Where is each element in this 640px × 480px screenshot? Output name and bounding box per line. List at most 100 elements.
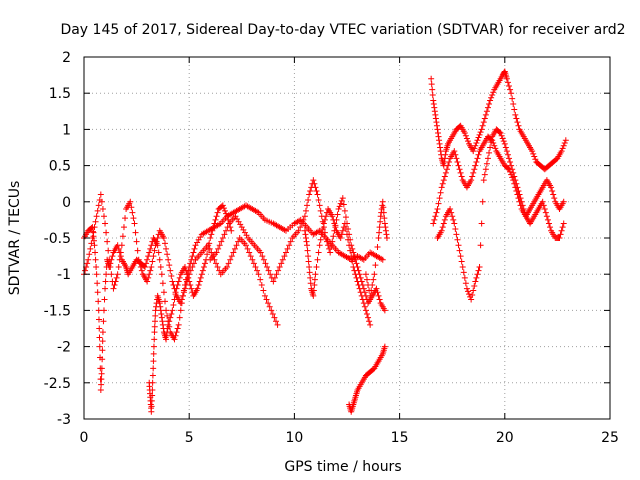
data-point bbox=[453, 155, 460, 162]
data-point bbox=[441, 216, 448, 223]
data-point bbox=[243, 232, 250, 239]
data-point bbox=[451, 148, 458, 155]
series-track-10 bbox=[434, 126, 567, 303]
data-point bbox=[105, 247, 112, 254]
data-point bbox=[145, 274, 152, 281]
data-point bbox=[489, 92, 496, 99]
data-point bbox=[557, 231, 564, 238]
data-point bbox=[472, 278, 479, 285]
data-point bbox=[342, 214, 349, 221]
data-point bbox=[341, 207, 348, 214]
data-point bbox=[459, 263, 466, 270]
data-point bbox=[196, 278, 203, 285]
y-tick-label: 1.5 bbox=[49, 86, 71, 102]
data-point bbox=[510, 169, 517, 176]
data-point bbox=[362, 271, 369, 278]
data-point bbox=[472, 162, 479, 169]
data-point bbox=[319, 225, 326, 232]
data-point bbox=[363, 276, 370, 283]
data-point bbox=[240, 226, 247, 233]
data-point bbox=[97, 387, 104, 394]
data-point bbox=[262, 260, 269, 267]
data-point bbox=[374, 289, 381, 296]
data-point bbox=[316, 202, 323, 209]
data-point bbox=[514, 119, 521, 126]
data-point bbox=[207, 235, 214, 241]
data-point bbox=[463, 135, 470, 142]
data-point bbox=[381, 307, 388, 314]
data-point bbox=[130, 215, 137, 222]
data-point bbox=[503, 148, 510, 155]
data-point bbox=[86, 251, 93, 258]
data-point bbox=[487, 97, 494, 104]
data-point bbox=[329, 238, 336, 245]
data-point bbox=[376, 296, 383, 303]
data-point bbox=[91, 242, 98, 249]
data-point bbox=[113, 274, 120, 281]
data-point bbox=[379, 198, 386, 205]
data-point bbox=[152, 312, 159, 319]
data-point bbox=[491, 142, 498, 149]
data-point bbox=[435, 200, 442, 207]
data-point bbox=[189, 253, 196, 260]
data-point bbox=[362, 307, 369, 314]
data-point bbox=[443, 166, 450, 173]
data-point bbox=[137, 263, 144, 270]
data-point bbox=[367, 321, 374, 328]
data-point bbox=[162, 240, 169, 247]
data-point bbox=[337, 235, 344, 241]
data-point bbox=[367, 292, 374, 299]
data-point bbox=[558, 227, 565, 234]
series-track-5 bbox=[301, 206, 374, 328]
data-point bbox=[230, 249, 237, 256]
data-point bbox=[99, 338, 106, 345]
data-point bbox=[129, 209, 136, 216]
data-point bbox=[165, 321, 172, 328]
data-point bbox=[329, 213, 336, 220]
data-point bbox=[306, 191, 313, 198]
data-point bbox=[120, 224, 127, 231]
data-point bbox=[327, 249, 334, 256]
data-point bbox=[560, 198, 567, 205]
data-point bbox=[321, 229, 328, 236]
data-point bbox=[128, 204, 135, 211]
data-point bbox=[311, 282, 318, 289]
data-point bbox=[440, 220, 447, 227]
data-point bbox=[429, 86, 436, 93]
data-point bbox=[219, 202, 226, 209]
data-point bbox=[164, 251, 171, 258]
data-point bbox=[231, 245, 238, 252]
data-point bbox=[183, 267, 190, 274]
data-point bbox=[305, 196, 312, 203]
data-point bbox=[316, 242, 323, 249]
data-point bbox=[559, 145, 566, 152]
data-point bbox=[157, 263, 164, 270]
data-point bbox=[99, 329, 106, 336]
data-point bbox=[496, 129, 503, 136]
data-point bbox=[156, 300, 163, 307]
data-point bbox=[166, 262, 173, 269]
data-point bbox=[260, 256, 267, 263]
data-point bbox=[435, 133, 442, 140]
data-point bbox=[221, 231, 228, 238]
x-tick-label: 10 bbox=[285, 430, 303, 446]
data-point bbox=[116, 256, 123, 263]
data-point bbox=[169, 278, 176, 285]
y-tick-label: 0 bbox=[62, 195, 71, 211]
data-point bbox=[561, 139, 568, 146]
data-point bbox=[82, 267, 89, 274]
data-point bbox=[377, 213, 384, 220]
data-point bbox=[478, 126, 485, 133]
data-point bbox=[486, 101, 493, 108]
data-point bbox=[556, 235, 563, 241]
data-point bbox=[341, 220, 348, 227]
data-point bbox=[190, 249, 197, 256]
data-point bbox=[201, 260, 208, 267]
data-point bbox=[373, 253, 380, 260]
data-point bbox=[428, 81, 435, 88]
data-point bbox=[462, 280, 469, 287]
data-point bbox=[558, 148, 565, 155]
data-point bbox=[356, 285, 363, 292]
data-point bbox=[136, 260, 143, 267]
data-point bbox=[430, 220, 437, 227]
